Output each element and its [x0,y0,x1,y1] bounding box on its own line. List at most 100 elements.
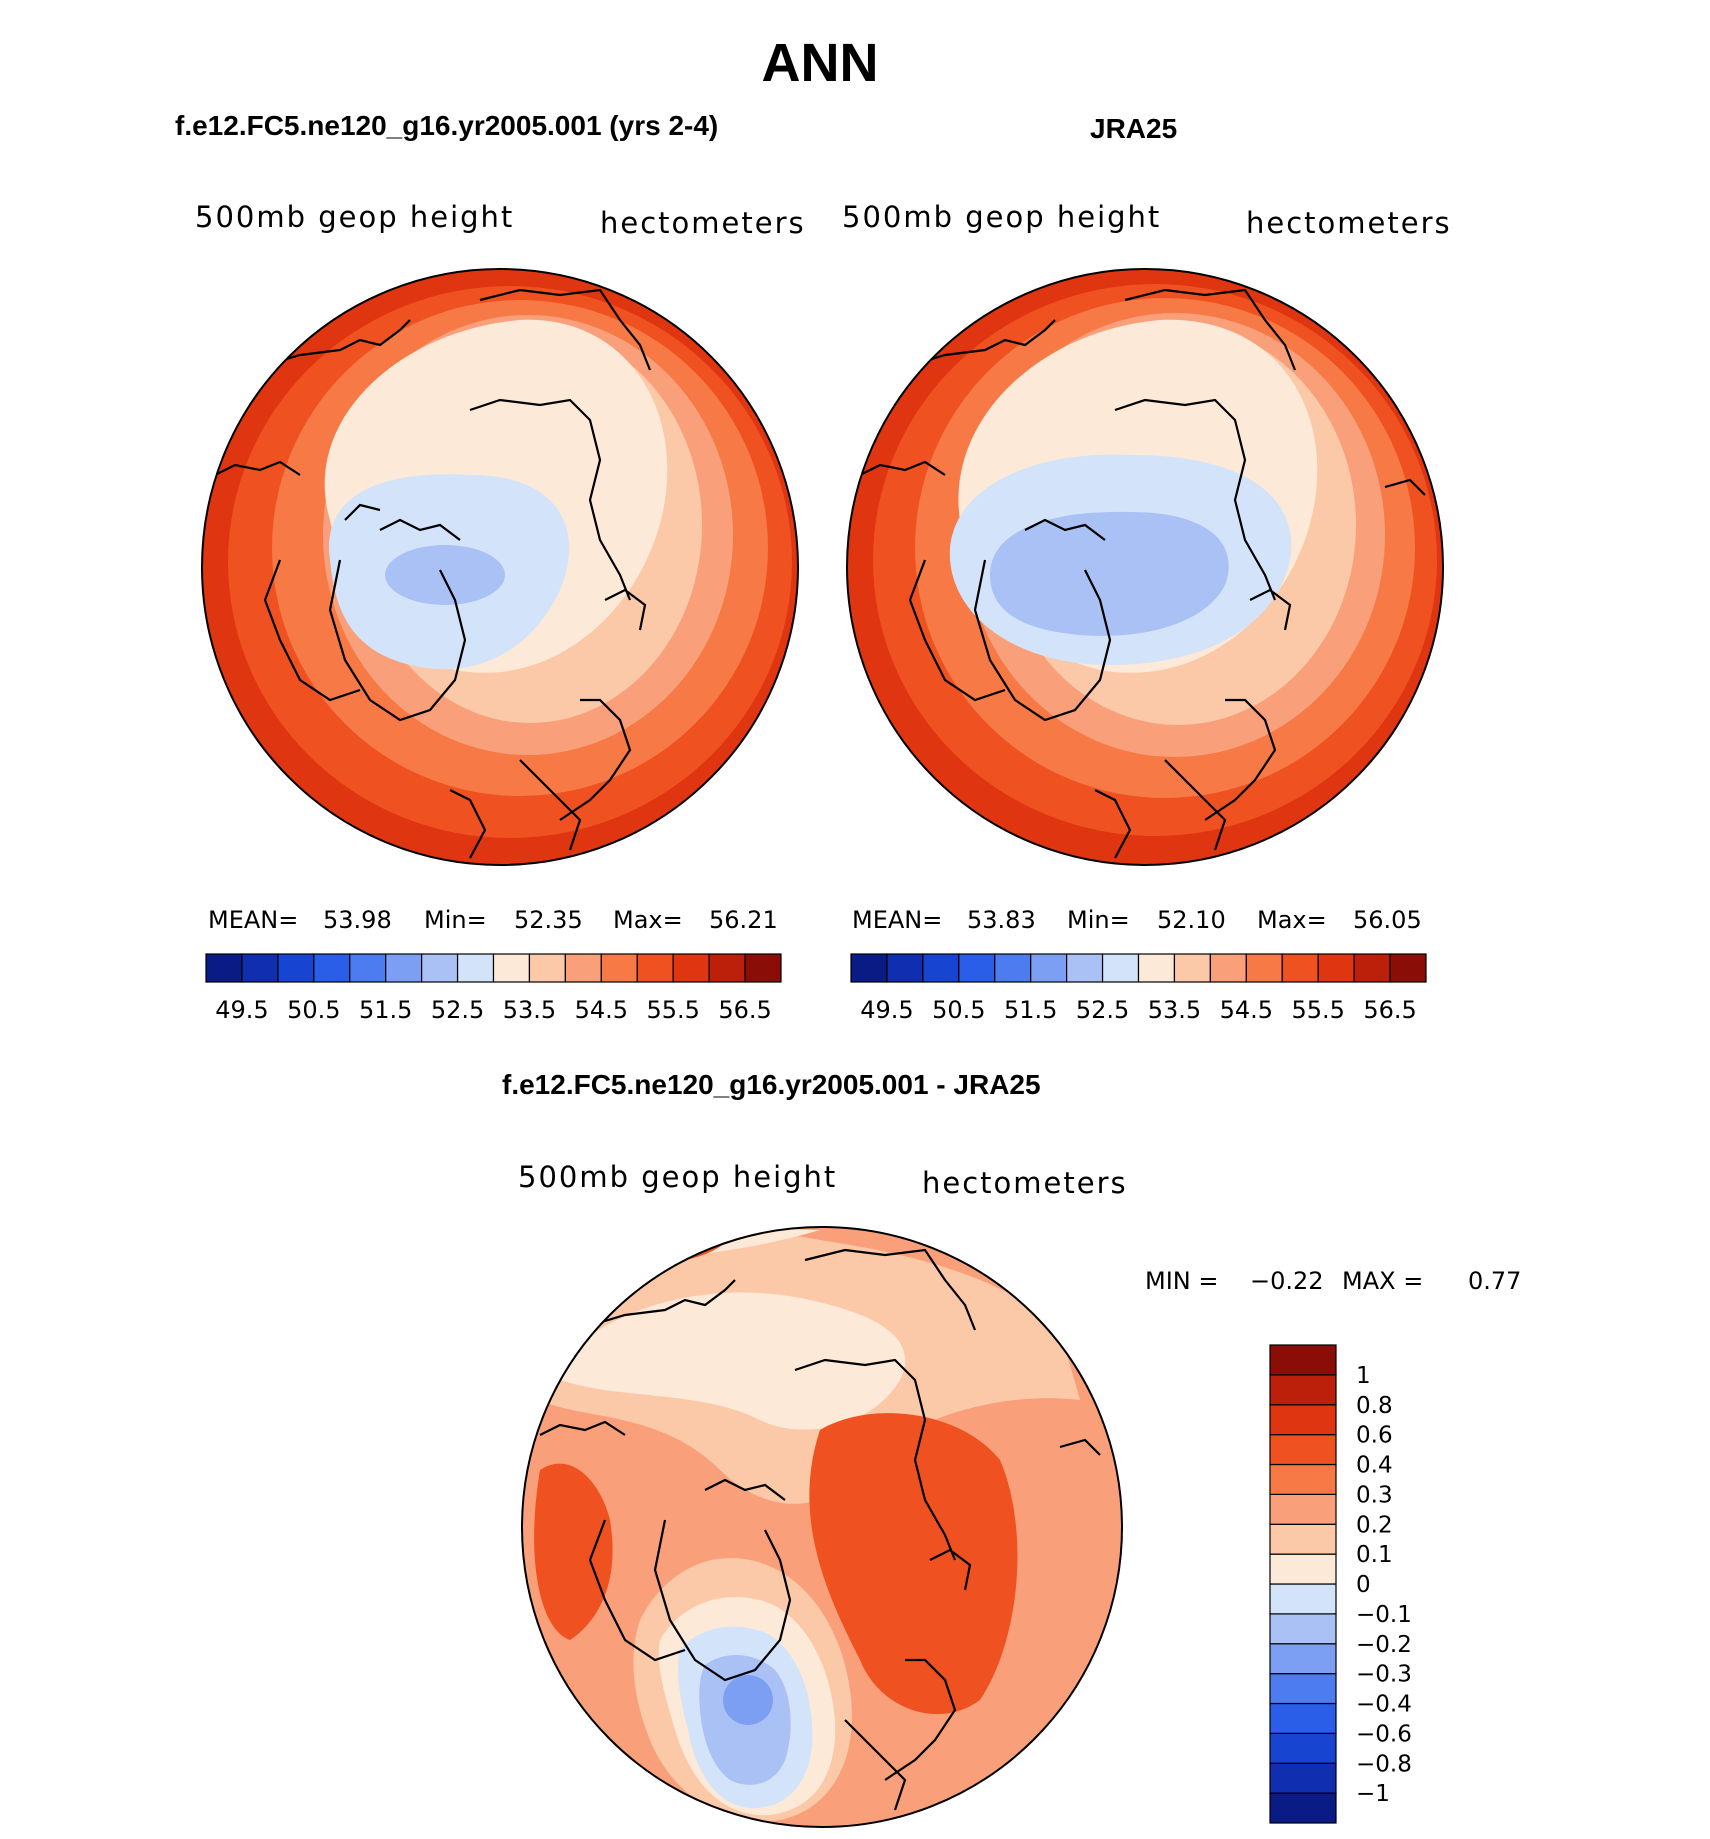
diff-panel-title: f.e12.FC5.ne120_g16.yr2005.001 - JRA25 [502,1069,1041,1100]
colorbar-tick-label: −0.3 [1356,1662,1412,1688]
right-min-value: 52.10 [1157,906,1226,934]
colorbar-swatch [1269,1792,1337,1824]
colorbar-tick-label: 53.5 [503,996,556,1024]
left-panel-units-label: hectometers [600,206,806,240]
colorbar-swatch [994,953,1032,983]
colorbar-tick-label: −0.6 [1356,1721,1412,1747]
colorbar-tick-label: 53.5 [1148,996,1201,1024]
right-panel-units-label: hectometers [1246,206,1452,240]
colorbar-swatch [1245,953,1283,983]
colorbar-swatch [1269,1583,1337,1615]
colorbar-tick-label: 55.5 [646,996,699,1024]
colorbar-swatch [1389,953,1427,983]
left-max-value: 56.21 [709,906,778,934]
colorbar-swatch [958,953,996,983]
colorbar-swatch [636,953,674,983]
colorbar-swatch [1066,953,1104,983]
colorbar-tick-label: 0.2 [1356,1512,1393,1538]
colorbar-tick-label: 49.5 [215,996,268,1024]
colorbar-swatch [421,953,459,983]
colorbar-tick-label: −0.2 [1356,1632,1412,1658]
colorbar-swatch [277,953,315,983]
colorbar-swatch [1269,1673,1337,1705]
colorbar-swatch [1101,953,1140,983]
diff-max-value: 0.77 [1468,1267,1522,1295]
left-map [201,268,799,866]
colorbar-tick-label: 1 [1356,1363,1371,1389]
colorbar-swatch [1269,1643,1337,1675]
colorbar-swatch [1269,1702,1337,1734]
colorbar-swatch [1353,953,1391,983]
diff-panel-field-label: 500mb geop height [518,1160,838,1194]
colorbar-tick-label: 52.5 [1076,996,1129,1024]
colorbar-swatch [708,953,746,983]
colorbar-swatch [241,953,279,983]
colorbar-swatch [1137,953,1176,983]
colorbar-swatch [349,953,387,983]
colorbar-tick-label: 56.5 [1363,996,1416,1024]
colorbar-swatch [1173,953,1211,983]
colorbar-swatch [313,953,351,983]
colorbar-swatch [600,953,638,983]
colorbar-tick-label: 56.5 [718,996,771,1024]
colorbar-swatch [1269,1404,1337,1436]
colorbar-swatch [385,953,423,983]
colorbar-tick-label: 54.5 [1220,996,1273,1024]
colorbar-tick-label: −0.8 [1356,1751,1412,1777]
colorbar-tick-label: −1 [1356,1781,1390,1807]
colorbar-swatch [456,953,495,983]
colorbar-swatch [1209,953,1247,983]
diff-panel-units-label: hectometers [922,1166,1128,1200]
right-panel-title: JRA25 [1090,113,1178,144]
colorbar-tick-label: −0.1 [1356,1602,1412,1628]
colorbar-swatch [492,953,531,983]
colorbar-swatch [1269,1434,1337,1466]
colorbar-tick-label: 51.5 [1004,996,1057,1024]
colorbar-tick-label: 0.1 [1356,1542,1393,1568]
left-min-value: 52.35 [514,906,583,934]
colorbar-swatch [1269,1344,1337,1376]
left-panel-field-label: 500mb geop height [195,200,515,234]
right-max-value: 56.05 [1353,906,1422,934]
colorbar-tick-label: 51.5 [359,996,412,1024]
colorbar-swatch [1269,1732,1337,1764]
colorbar-swatch [886,953,924,983]
right-panel-field-label: 500mb geop height [842,200,1162,234]
colorbar-tick-label: 0.6 [1356,1423,1393,1449]
colorbar-swatch [1269,1523,1337,1555]
colorbar-swatch [1269,1762,1337,1794]
main-title: ANN [761,33,879,93]
colorbar-swatch [1317,953,1355,983]
colorbar-swatch [1269,1463,1337,1495]
right-mean-label: MEAN= [852,906,943,934]
diff-min-label: MIN = [1145,1267,1219,1295]
colorbar-swatch [564,953,602,983]
colorbar-tick-label: 0.3 [1356,1482,1393,1508]
colorbar-swatch [672,953,710,983]
colorbar-swatch [922,953,960,983]
left-min-label: Min= [424,906,487,934]
colorbar-tick-label: 50.5 [932,996,985,1024]
left-panel-title: f.e12.FC5.ne120_g16.yr2005.001 (yrs 2-4) [175,110,719,141]
colorbar-swatch [850,953,888,983]
diff-colorbar: −1 −0.8 −0.6 −0.4 −0.3 −0.2 −0.1 0 0.1 0.2 0.3 0.4 0… [1269,1344,1412,1824]
right-colorbar: 49.5 50.5 51.5 52.5 53.5 54.5 55.5 56.5 [850,953,1427,1024]
colorbar-tick-label: 49.5 [860,996,913,1024]
left-max-label: Max= [613,906,683,934]
colorbar-swatch [744,953,782,983]
colorbar-tick-label: 50.5 [287,996,340,1024]
colorbar-tick-label: 55.5 [1291,996,1344,1024]
colorbar-swatch [1281,953,1319,983]
right-min-label: Min= [1067,906,1130,934]
right-mean-value: 53.83 [967,906,1036,934]
colorbar-swatch [1269,1493,1337,1525]
colorbar-tick-label: 0.8 [1356,1393,1393,1419]
colorbar-swatch [205,953,243,983]
left-colorbar: 49.5 50.5 51.5 52.5 53.5 54.5 55.5 56.5 [205,953,782,1024]
colorbar-tick-label: 52.5 [431,996,484,1024]
diff-map [521,1226,1123,1828]
right-max-label: Max= [1257,906,1327,934]
colorbar-swatch [1269,1553,1337,1585]
right-map [846,268,1444,866]
